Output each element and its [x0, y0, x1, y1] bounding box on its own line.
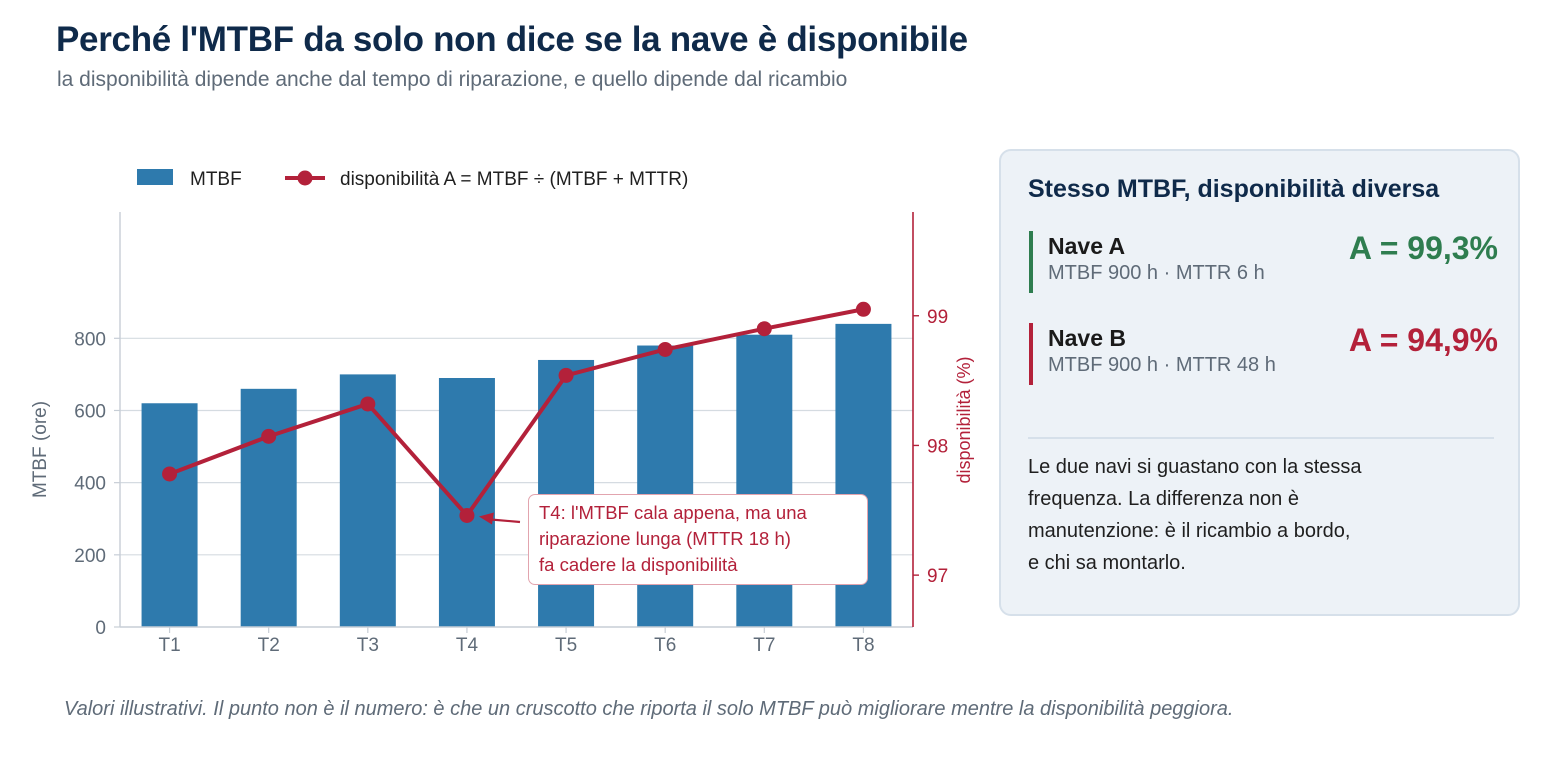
right-tick-label: 97 [927, 566, 948, 587]
axes: 0 200 400 600 800 T1 T2 T3 T4 T5 T6 T7 T8 97 98 99 MTBF … [30, 212, 974, 656]
ship-b-meta: MTBF 900 h · MTTR 48 h [1048, 354, 1276, 376]
legend: MTBF disponibilità A = MTBF ÷ (MTBF + MTT… [137, 169, 688, 190]
comparison-panel: Stesso MTBF, disponibilità diversa Nave … [999, 149, 1520, 616]
availability-point [657, 341, 673, 357]
legend-label: disponibilità A = MTBF ÷ (MTBF + MTTR) [340, 169, 688, 190]
ship-a-card: Nave A MTBF 900 h · MTTR 6 h A = 99,3% [1029, 230, 1498, 293]
left-tick-label: 600 [74, 401, 106, 422]
availability-line [168, 307, 864, 518]
annotation-callout: T4: l'MTBF cala appena, ma una riparazio… [528, 494, 868, 585]
x-tick-label: T5 [555, 635, 577, 656]
ship-a-name: Nave A [1048, 233, 1126, 259]
panel-note-line: frequenza. La differenza non è [1028, 488, 1299, 510]
ship-b-name: Nave B [1048, 325, 1126, 351]
annotation-line: T4: l'MTBF cala appena, ma una [539, 502, 807, 523]
bar [438, 378, 495, 627]
panel-note-line: e chi sa montarlo. [1028, 552, 1186, 574]
availability-series [162, 301, 871, 525]
right-tick-label: 98 [927, 436, 948, 457]
bar [339, 374, 396, 627]
availability-point [558, 367, 574, 383]
x-tick-label: T6 [654, 635, 676, 656]
footnote: Valori illustrativi. Il punto non è il n… [64, 698, 1234, 720]
ship-a-meta: MTBF 900 h · MTTR 6 h [1048, 262, 1265, 284]
left-tick-label: 400 [74, 474, 106, 495]
x-tick-label: T1 [158, 635, 180, 656]
availability-point [360, 396, 376, 412]
y-axis-title: MTBF (ore) [30, 401, 51, 498]
panel-note-line: manutenzione: è il ricambio a bordo, [1028, 520, 1351, 542]
y-axis-right-title: disponibilità (%) [954, 356, 974, 483]
page-title: Perché l'MTBF da solo non dice se la nav… [56, 20, 968, 59]
x-tick-label: T3 [357, 635, 379, 656]
ship-b-card: Nave B MTBF 900 h · MTTR 48 h A = 94,9% [1029, 322, 1498, 385]
availability-point [162, 466, 178, 482]
page-subtitle: la disponibilità dipende anche dal tempo… [57, 68, 848, 91]
ship-b-availability: A = 94,9% [1348, 322, 1498, 358]
bar [240, 388, 297, 627]
availability-point [756, 321, 772, 337]
left-tick-label: 0 [95, 618, 106, 639]
left-tick-label: 200 [74, 546, 106, 567]
bar [141, 403, 198, 627]
availability-point [459, 507, 475, 523]
availability-point [261, 428, 277, 444]
legend-swatch-marker [297, 170, 313, 186]
availability-point [855, 301, 871, 317]
annotation-line: fa cadere la disponibilità [539, 554, 738, 575]
right-tick-label: 99 [927, 307, 948, 328]
panel-title: Stesso MTBF, disponibilità diversa [1028, 175, 1440, 203]
panel-note: Le due navi si guastano con la stessa fr… [1028, 451, 1498, 579]
annotation-arrowhead [478, 512, 494, 525]
left-tick-label: 800 [74, 329, 106, 350]
panel-divider [1028, 437, 1494, 439]
panel-note-line: Le due navi si guastano con la stessa [1028, 456, 1362, 478]
legend-swatch-bar [137, 169, 173, 185]
annotation-arrow [490, 518, 521, 524]
x-tick-label: T8 [852, 635, 874, 656]
x-tick-label: T2 [258, 635, 280, 656]
ship-a-availability: A = 99,3% [1348, 230, 1498, 266]
x-tick-label: T4 [456, 635, 479, 656]
annotation-line: riparazione lunga (MTTR 18 h) [539, 528, 791, 549]
x-tick-label: T7 [753, 635, 775, 656]
legend-label: MTBF [190, 169, 242, 190]
